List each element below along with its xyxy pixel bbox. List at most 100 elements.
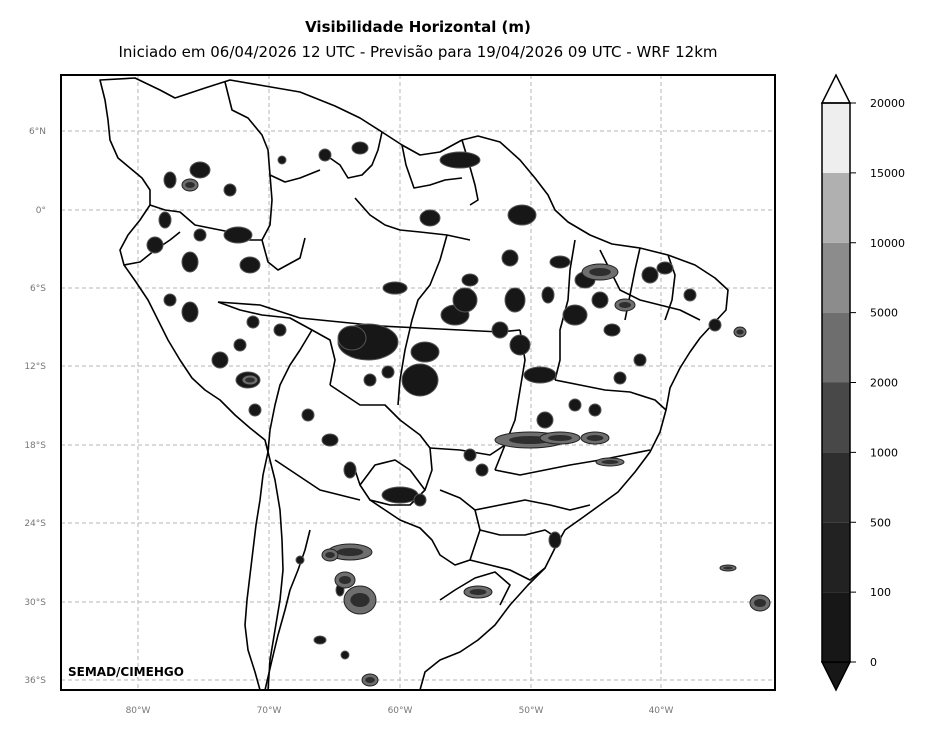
fog-patch <box>211 351 229 369</box>
lat-label-30s: 30°S <box>24 598 46 608</box>
fog-patch <box>181 301 199 323</box>
fog-patch <box>419 209 441 227</box>
fog-patch <box>439 151 481 169</box>
colorbar-segment <box>822 452 850 523</box>
state-border-10 <box>479 529 561 541</box>
fog-patch <box>548 531 562 549</box>
fog-patch <box>337 325 367 351</box>
fog-patch <box>683 288 697 302</box>
lat-label-6n: 6°N <box>29 127 46 137</box>
map-frame <box>60 74 776 691</box>
fog-patch <box>233 338 247 352</box>
colorbar-segment <box>822 172 850 243</box>
fog-patch <box>523 366 557 384</box>
colorbar-upper-extend <box>820 73 852 104</box>
fog-patch <box>246 315 260 329</box>
lat-label-0: 0° <box>36 206 46 216</box>
colorbar-segment <box>822 382 850 453</box>
border-colombia-venezuela <box>224 81 321 183</box>
lat-labels: 6°N 0° 6°S 12°S 18°S 24°S 30°S 36°S <box>24 127 46 686</box>
fog-patch <box>591 291 609 309</box>
state-border-2 <box>397 234 448 406</box>
fog-patch <box>613 371 627 385</box>
fog-patch <box>277 155 287 165</box>
fog-patch <box>239 256 261 274</box>
visibility-contours <box>146 141 771 687</box>
fog-patch <box>181 251 199 273</box>
state-border-9 <box>474 499 591 511</box>
colorbar-segment <box>822 312 850 383</box>
map-subtitle: Iniciado em 06/04/2026 12 UTC - Previsão… <box>118 43 718 61</box>
border-bolivia-argentina <box>274 459 361 501</box>
low-visibility-core <box>619 302 631 308</box>
lon-label-80w: 80°W <box>126 706 151 716</box>
low-visibility-core <box>589 268 611 276</box>
fog-patch <box>248 403 262 417</box>
lon-label-70w: 70°W <box>257 706 282 716</box>
fog-patch <box>163 171 177 189</box>
southern-coast <box>264 529 311 690</box>
lon-label-50w: 50°W <box>519 706 544 716</box>
fog-patch <box>588 403 602 417</box>
fog-patch <box>501 249 519 267</box>
fog-patch <box>381 486 419 504</box>
low-visibility-core <box>601 460 619 464</box>
colorbar-tick-label: 10000 <box>870 237 905 250</box>
fog-patch <box>381 365 395 379</box>
colorbar-tick-label: 15000 <box>870 167 905 180</box>
lat-label-6s: 6°S <box>30 284 46 294</box>
fog-patch <box>223 183 237 197</box>
low-visibility-core <box>469 589 487 595</box>
fog-patch <box>562 304 588 326</box>
fog-patch <box>410 341 440 363</box>
fog-patch <box>491 321 509 339</box>
low-visibility-core <box>586 435 604 441</box>
colorbar-tick-label: 20000 <box>870 97 905 110</box>
fog-patch <box>295 555 305 565</box>
fog-patch <box>536 411 554 429</box>
colorbar-tick-label: 100 <box>870 586 891 599</box>
colorbar-tick-label: 1000 <box>870 446 898 459</box>
colorbar-segments <box>822 103 850 663</box>
lat-label-12s: 12°S <box>24 362 46 372</box>
fog-patch <box>189 161 211 179</box>
border-uruguay <box>439 571 511 606</box>
state-border-3 <box>494 329 526 471</box>
low-visibility-core <box>185 182 195 188</box>
low-visibility-core <box>723 566 733 570</box>
fog-patch <box>641 266 659 284</box>
colorbar-segment <box>822 592 850 663</box>
fog-patch <box>318 148 332 162</box>
colorbar-lower-extend <box>820 661 852 692</box>
lon-label-60w: 60°W <box>388 706 413 716</box>
fog-patch <box>382 281 408 295</box>
low-visibility-core <box>350 593 370 607</box>
fog-patch <box>363 373 377 387</box>
colorbar: 0 100 500 1000 2000 5000 10000 15000 20000 <box>820 73 905 692</box>
low-visibility-core <box>325 552 335 558</box>
credit-label: SEMAD/CIMEHGO <box>68 665 184 679</box>
border-guyana-suriname <box>401 144 463 189</box>
low-visibility-core <box>736 329 744 335</box>
low-visibility-core <box>754 599 766 607</box>
colorbar-tick-label: 2000 <box>870 377 898 390</box>
fog-patch <box>163 293 177 307</box>
lat-label-36s: 36°S <box>24 676 46 686</box>
border-bolivia-brazil <box>329 384 433 506</box>
lon-labels: 80°W 70°W 60°W 50°W 40°W <box>126 706 674 716</box>
colorbar-segment <box>822 242 850 313</box>
fog-patch <box>708 318 722 332</box>
state-border-11 <box>354 197 471 241</box>
fog-patch <box>301 408 315 422</box>
fog-patch <box>273 323 287 337</box>
south-america-coastline <box>99 77 729 690</box>
fog-patch <box>507 204 537 226</box>
colorbar-segment <box>822 103 850 173</box>
fog-patch <box>452 287 478 313</box>
border-venezuela-guyana <box>329 131 383 179</box>
fog-patch <box>475 463 489 477</box>
fog-patch <box>509 334 531 356</box>
colorbar-segment <box>822 522 850 593</box>
lon-label-40w: 40°W <box>649 706 674 716</box>
